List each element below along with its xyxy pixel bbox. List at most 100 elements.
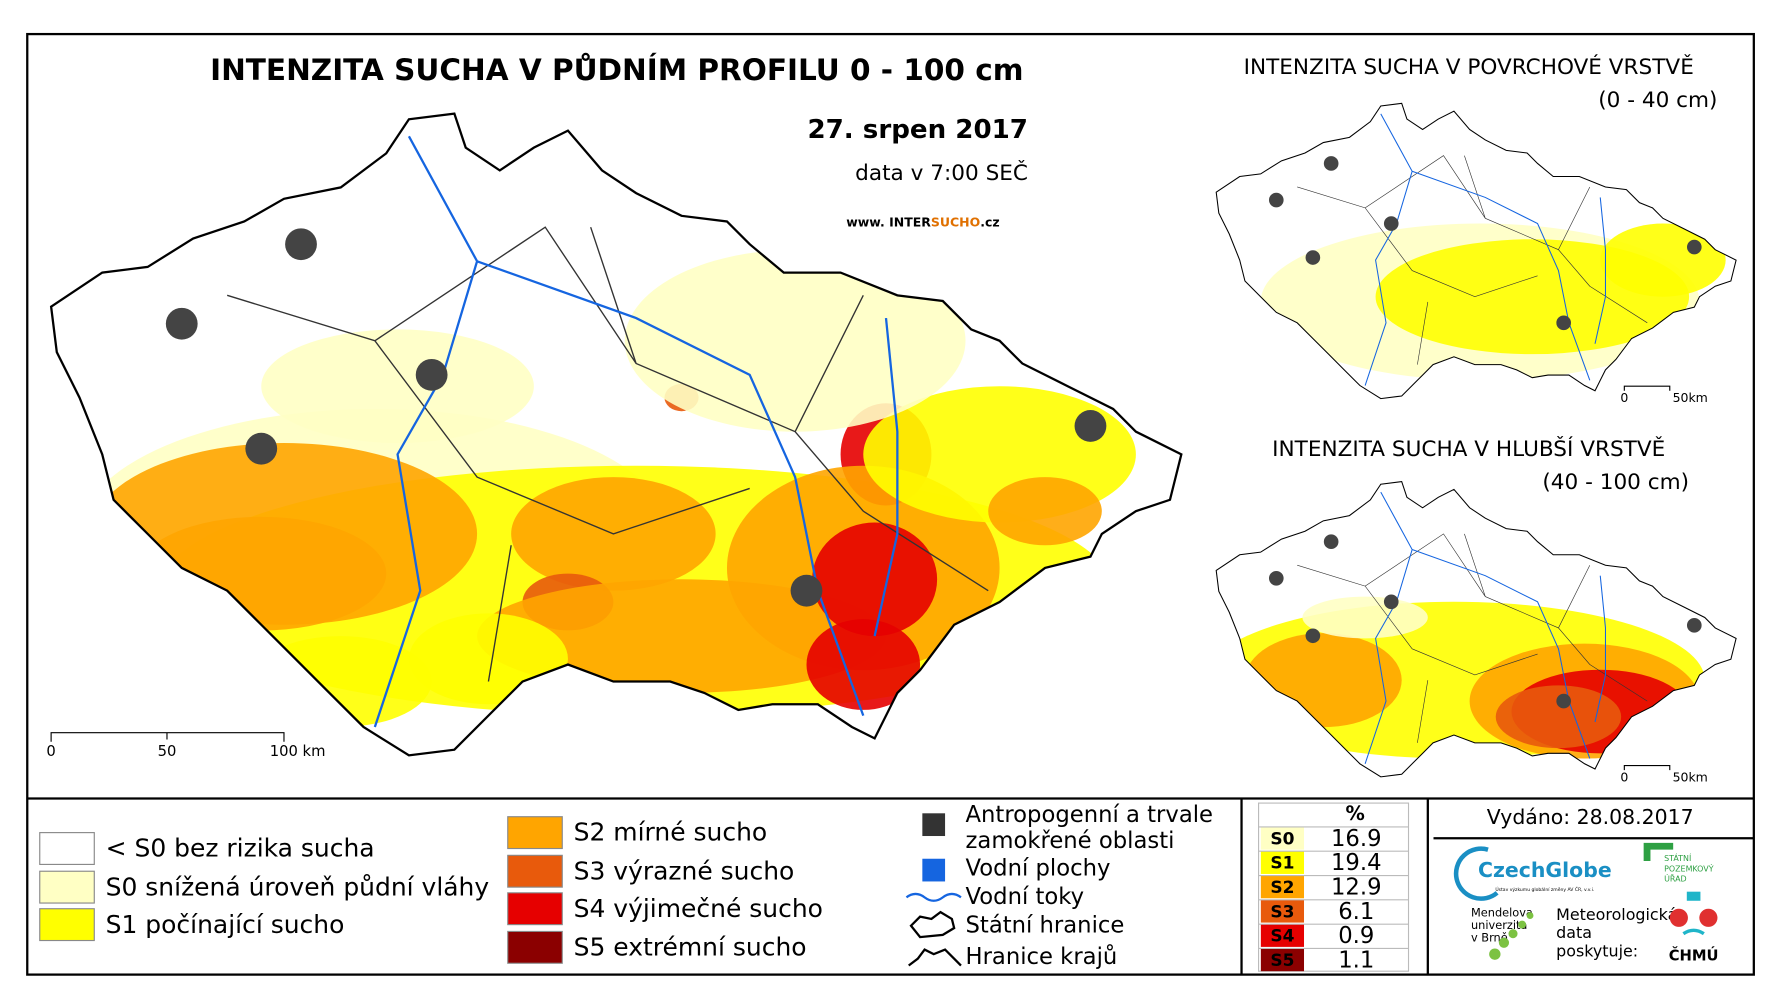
urban-area bbox=[1556, 693, 1571, 709]
website-part: .cz bbox=[980, 214, 999, 229]
class-cell bbox=[1260, 875, 1305, 899]
inset-title: INTENZITA SUCHA V POVRCHOVÉ VRSTVĚ bbox=[1244, 54, 1694, 80]
class-cell bbox=[1260, 924, 1305, 947]
urban-area bbox=[245, 432, 278, 465]
date: 27. srpen 2017 bbox=[807, 115, 1028, 145]
country-map bbox=[1215, 102, 1737, 400]
drought-area bbox=[624, 249, 966, 432]
inset-subtitle: (40 - 100 cm) bbox=[1542, 470, 1689, 495]
class-cell bbox=[1260, 826, 1305, 850]
country-map bbox=[49, 112, 1183, 757]
urban-area bbox=[1074, 410, 1107, 442]
class-cell bbox=[1260, 851, 1305, 874]
legend-icon bbox=[905, 892, 962, 902]
urban-area bbox=[415, 358, 448, 391]
chmu: ČHMÚ bbox=[1669, 946, 1719, 964]
class-label: S0 bbox=[1270, 829, 1294, 849]
website-part: SUCHO bbox=[931, 214, 980, 229]
drought-areas bbox=[79, 249, 1136, 727]
class-label: S1 bbox=[1270, 854, 1294, 874]
mendelu-dots bbox=[1489, 912, 1534, 960]
percent-value: 6.1 bbox=[1338, 899, 1374, 925]
drought-area bbox=[1495, 685, 1622, 749]
scale-line bbox=[1623, 765, 1671, 771]
legend-swatch bbox=[507, 892, 563, 926]
met-data: poskytuje: bbox=[1556, 941, 1638, 960]
urban-area bbox=[285, 228, 317, 261]
legend-swatch bbox=[39, 832, 95, 865]
legend-swatch bbox=[39, 908, 95, 942]
scale-line bbox=[1623, 385, 1671, 391]
urban-area bbox=[1383, 594, 1399, 610]
river bbox=[1364, 491, 1606, 764]
legend-label: S0 snížená úroveň půdní vláhy bbox=[106, 872, 490, 901]
spu-icon bbox=[1643, 842, 1674, 862]
urban-area bbox=[165, 307, 198, 340]
website: www. INTERSUCHO.cz bbox=[846, 214, 999, 229]
urban-area bbox=[1268, 192, 1284, 208]
spu: POZEMKOVÝ bbox=[1664, 862, 1714, 873]
class-cell bbox=[1260, 948, 1305, 972]
legend: < S0 bez rizika sucha S0 snížená úroveň p… bbox=[39, 802, 1214, 970]
mendelu: univerzita bbox=[1471, 918, 1527, 932]
time-note: data v 7:00 SEČ bbox=[855, 160, 1028, 186]
inset-title: INTENZITA SUCHA V HLUBŠÍ VRSTVĚ bbox=[1272, 436, 1665, 462]
percent-table: % S0 16.9 S1 19.4 S2 12.9 S3 6.1 S4 0.9 S5 1.1 bbox=[1258, 802, 1410, 973]
scale-label: 0 bbox=[46, 743, 55, 760]
drought-area bbox=[806, 619, 921, 710]
drought-area bbox=[1302, 596, 1428, 639]
spu: STÁTNÍ bbox=[1664, 852, 1692, 863]
region-border bbox=[226, 226, 989, 682]
table-header: % bbox=[1345, 802, 1364, 825]
legend-icon bbox=[922, 858, 946, 882]
legend-label: S2 mírné sucho bbox=[574, 818, 768, 847]
class-label: S2 bbox=[1270, 878, 1294, 898]
scale-label: 50 bbox=[158, 743, 177, 760]
chmu-icon bbox=[1699, 908, 1718, 927]
region-border bbox=[1297, 533, 1648, 743]
met-data: Meteorologická bbox=[1556, 905, 1677, 924]
percent-value: 1.1 bbox=[1338, 947, 1374, 973]
legend-label: S1 počínající sucho bbox=[106, 910, 345, 939]
scale-line bbox=[50, 732, 285, 742]
legend-label: < S0 bez rizika sucha bbox=[106, 834, 375, 863]
class-label: S3 bbox=[1270, 902, 1294, 922]
mendelu: Mendelova bbox=[1471, 905, 1533, 919]
logo-arc bbox=[1453, 846, 1499, 901]
scale-label: 0 bbox=[1620, 770, 1628, 785]
chmu-icon bbox=[1682, 928, 1705, 936]
drought-area bbox=[261, 329, 534, 444]
urban-area bbox=[1383, 216, 1399, 231]
chmu-icon bbox=[1686, 891, 1701, 901]
river bbox=[373, 135, 899, 728]
czechglobe: CzechGlobe bbox=[1478, 858, 1612, 882]
urban-area bbox=[1305, 250, 1321, 265]
class-label: S5 bbox=[1270, 951, 1294, 971]
legend-swatch bbox=[507, 930, 563, 964]
legend-label: Státní hranice bbox=[966, 912, 1125, 938]
scale-label: 50km bbox=[1673, 390, 1708, 405]
title: INTENZITA SUCHA V PŮDNÍM PROFILU 0 - 100… bbox=[210, 51, 1023, 87]
legend-label: S4 výjimečné sucho bbox=[574, 894, 823, 923]
class-label: S4 bbox=[1270, 927, 1294, 947]
chmu-icon bbox=[1669, 908, 1688, 927]
percent-value: 19.4 bbox=[1331, 850, 1382, 876]
urban-area bbox=[1323, 156, 1339, 171]
urban-area bbox=[1323, 534, 1339, 550]
czechglobe-sub: Ústav výzkumu globální změny AV ČR, v.v.… bbox=[1495, 886, 1594, 893]
scale-label: 100 km bbox=[270, 743, 326, 760]
urban-area bbox=[1305, 628, 1321, 644]
legend-label: Antropogenní a trvale bbox=[966, 802, 1214, 828]
maps bbox=[49, 102, 1737, 778]
urban-area bbox=[1686, 617, 1702, 633]
spu: ÚŘAD bbox=[1664, 873, 1687, 884]
met-data: data bbox=[1556, 923, 1592, 942]
class-cell bbox=[1260, 899, 1305, 923]
river bbox=[1364, 113, 1606, 386]
legend-label: Hranice krajů bbox=[966, 943, 1118, 970]
legend-label: Vodní toky bbox=[966, 884, 1085, 910]
percent-value: 12.9 bbox=[1331, 875, 1382, 901]
website-part: www. INTER bbox=[846, 214, 931, 229]
